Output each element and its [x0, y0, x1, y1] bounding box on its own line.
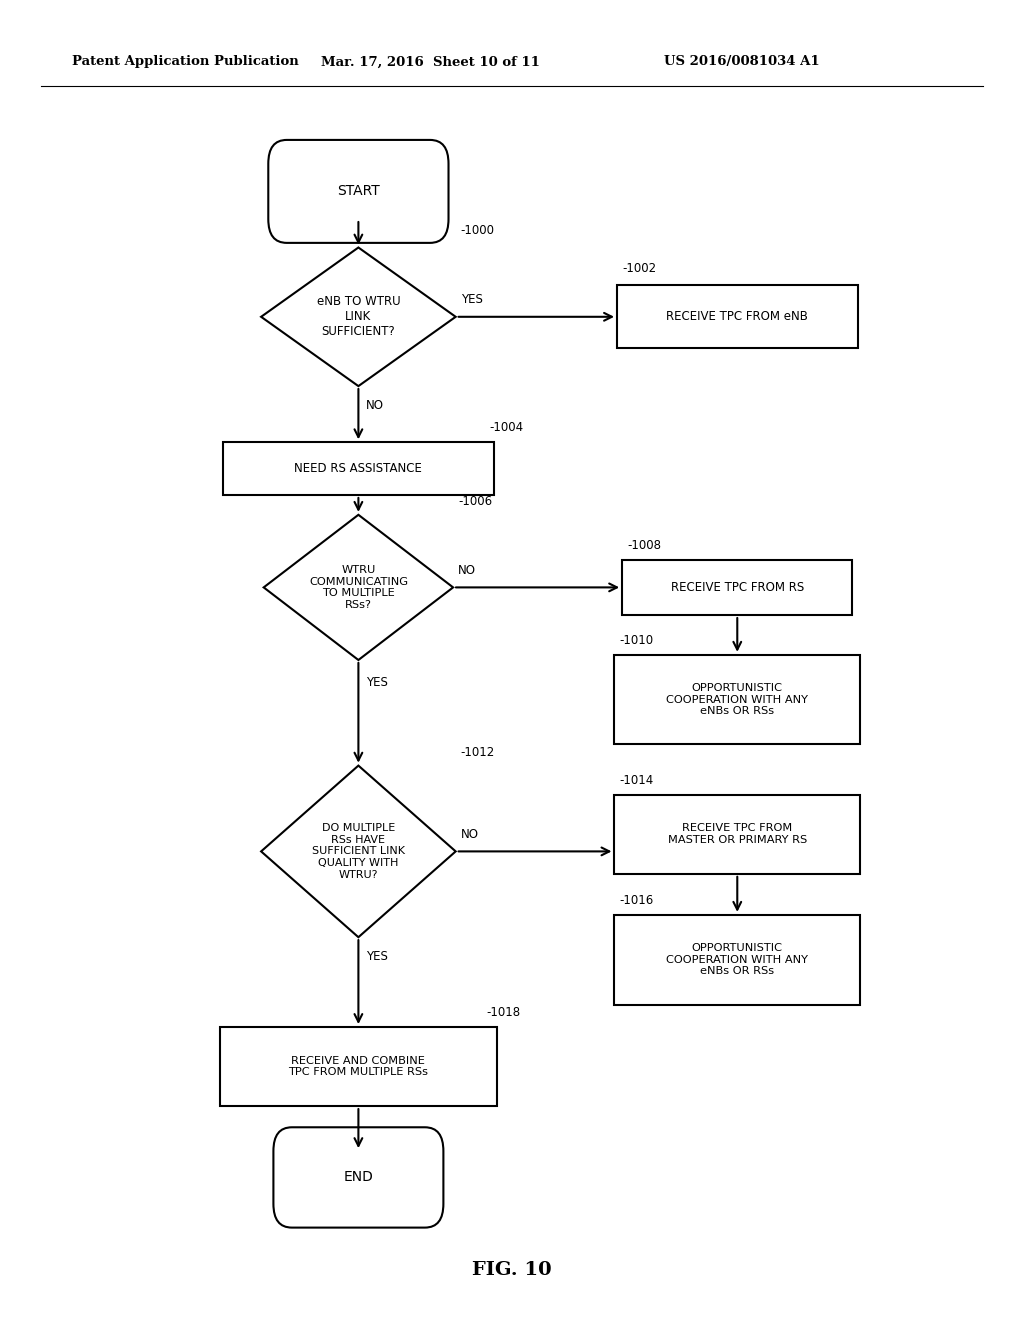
Text: YES: YES	[366, 676, 387, 689]
Bar	[614, 915, 860, 1005]
Text: RECEIVE TPC FROM eNB: RECEIVE TPC FROM eNB	[667, 310, 808, 323]
Text: US 2016/0081034 A1: US 2016/0081034 A1	[664, 55, 819, 69]
Text: -1006: -1006	[459, 495, 493, 508]
Text: WTRU
COMMUNICATING
TO MULTIPLE
RSs?: WTRU COMMUNICATING TO MULTIPLE RSs?	[309, 565, 408, 610]
Text: START: START	[337, 185, 380, 198]
Bar	[614, 655, 860, 744]
Bar	[616, 285, 858, 348]
Text: -1000: -1000	[461, 224, 495, 238]
Text: eNB TO WTRU
LINK
SUFFICIENT?: eNB TO WTRU LINK SUFFICIENT?	[316, 296, 400, 338]
Text: Mar. 17, 2016  Sheet 10 of 11: Mar. 17, 2016 Sheet 10 of 11	[321, 55, 540, 69]
Text: NEED RS ASSISTANCE: NEED RS ASSISTANCE	[295, 462, 422, 475]
Text: OPPORTUNISTIC
COOPERATION WITH ANY
eNBs OR RSs: OPPORTUNISTIC COOPERATION WITH ANY eNBs …	[667, 682, 808, 717]
Text: YES: YES	[366, 950, 387, 964]
Text: -1014: -1014	[620, 774, 653, 787]
Text: -1018: -1018	[486, 1006, 520, 1019]
Polygon shape	[261, 766, 456, 937]
Text: -1012: -1012	[461, 746, 495, 759]
Text: OPPORTUNISTIC
COOPERATION WITH ANY
eNBs OR RSs: OPPORTUNISTIC COOPERATION WITH ANY eNBs …	[667, 942, 808, 977]
Text: NO: NO	[461, 828, 479, 841]
Text: Patent Application Publication: Patent Application Publication	[72, 55, 298, 69]
Bar	[222, 442, 494, 495]
Text: YES: YES	[461, 293, 482, 306]
Text: DO MULTIPLE
RSs HAVE
SUFFICIENT LINK
QUALITY WITH
WTRU?: DO MULTIPLE RSs HAVE SUFFICIENT LINK QUA…	[312, 824, 404, 879]
Bar	[614, 795, 860, 874]
Text: -1010: -1010	[620, 634, 653, 647]
Text: -1004: -1004	[489, 421, 523, 434]
Text: RECEIVE AND COMBINE
TPC FROM MULTIPLE RSs: RECEIVE AND COMBINE TPC FROM MULTIPLE RS…	[289, 1056, 428, 1077]
Polygon shape	[263, 515, 453, 660]
Bar	[622, 560, 852, 615]
Text: -1016: -1016	[620, 894, 653, 907]
Bar	[220, 1027, 497, 1106]
Text: END: END	[343, 1171, 374, 1184]
Text: NO: NO	[459, 564, 476, 577]
Text: RECEIVE TPC FROM RS: RECEIVE TPC FROM RS	[671, 581, 804, 594]
Polygon shape	[261, 248, 456, 385]
FancyBboxPatch shape	[273, 1127, 443, 1228]
Text: -1008: -1008	[627, 539, 662, 552]
Text: -1002: -1002	[623, 261, 656, 275]
FancyBboxPatch shape	[268, 140, 449, 243]
Text: RECEIVE TPC FROM
MASTER OR PRIMARY RS: RECEIVE TPC FROM MASTER OR PRIMARY RS	[668, 824, 807, 845]
Text: NO: NO	[366, 399, 384, 412]
Text: FIG. 10: FIG. 10	[472, 1261, 552, 1279]
